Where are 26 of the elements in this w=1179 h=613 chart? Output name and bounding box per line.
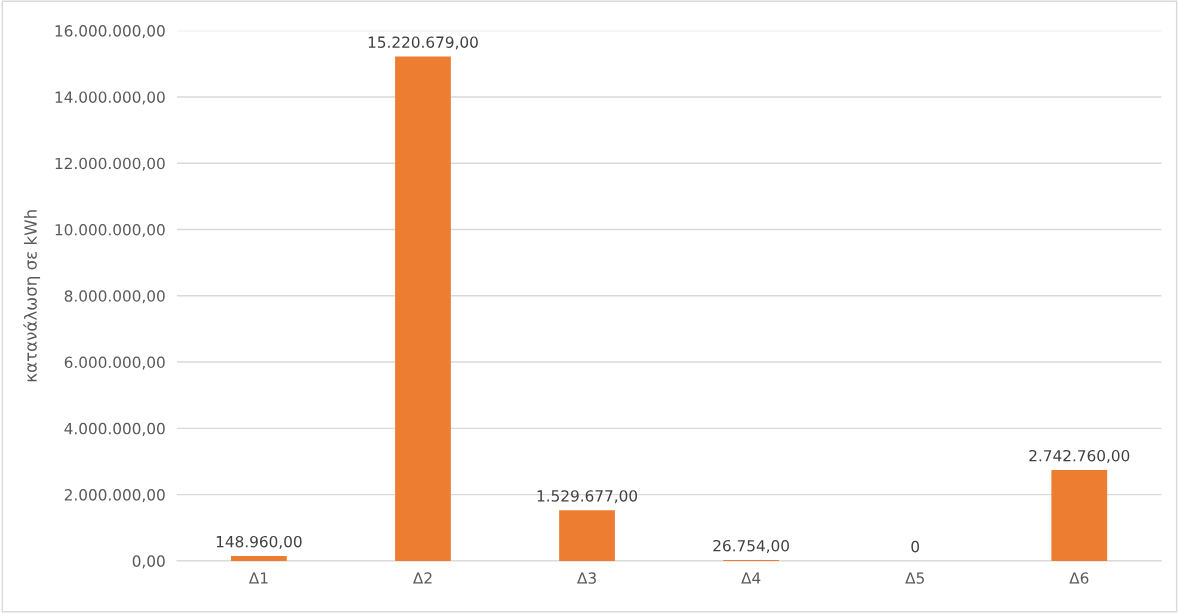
bar (231, 555, 287, 561)
x-tick-label: Δ3 (577, 572, 596, 584)
x-tick-label: Δ6 (1069, 572, 1089, 584)
y-tick-label: 16.000.000,00 (55, 25, 165, 39)
y-tick-label: 14.000.000,00 (55, 91, 165, 105)
y-tick-label: 10.000.000,00 (55, 223, 165, 238)
y-tick-label: 12.000.000,00 (55, 157, 165, 171)
data-label: 0 (911, 540, 920, 553)
x-tick-label: Δ4 (741, 572, 761, 584)
data-label: 2.742.760,00 (1029, 449, 1130, 464)
y-tick-label: 2.000.000,00 (64, 489, 165, 503)
x-tick-label: Δ2 (413, 572, 432, 584)
y-axis-title: κατανάλωση σε kWh (23, 210, 41, 382)
x-tick-label: Δ1 (248, 572, 268, 584)
y-tick-label: 0,00 (132, 555, 165, 569)
y-tick-label: 8.000.000,00 (64, 290, 165, 304)
bar (1051, 470, 1108, 561)
y-tick-label: 6.000.000,00 (64, 356, 165, 370)
data-label: 1.529.677,00 (537, 490, 638, 504)
bar (559, 510, 615, 561)
data-label: 15.220.679,00 (368, 36, 478, 50)
x-tick-label: Δ5 (905, 572, 924, 584)
bar (395, 56, 451, 561)
data-label: 148.960,00 (216, 535, 302, 549)
y-tick-label: 4.000.000,00 (64, 422, 165, 436)
data-label: 26.754,00 (713, 539, 789, 554)
